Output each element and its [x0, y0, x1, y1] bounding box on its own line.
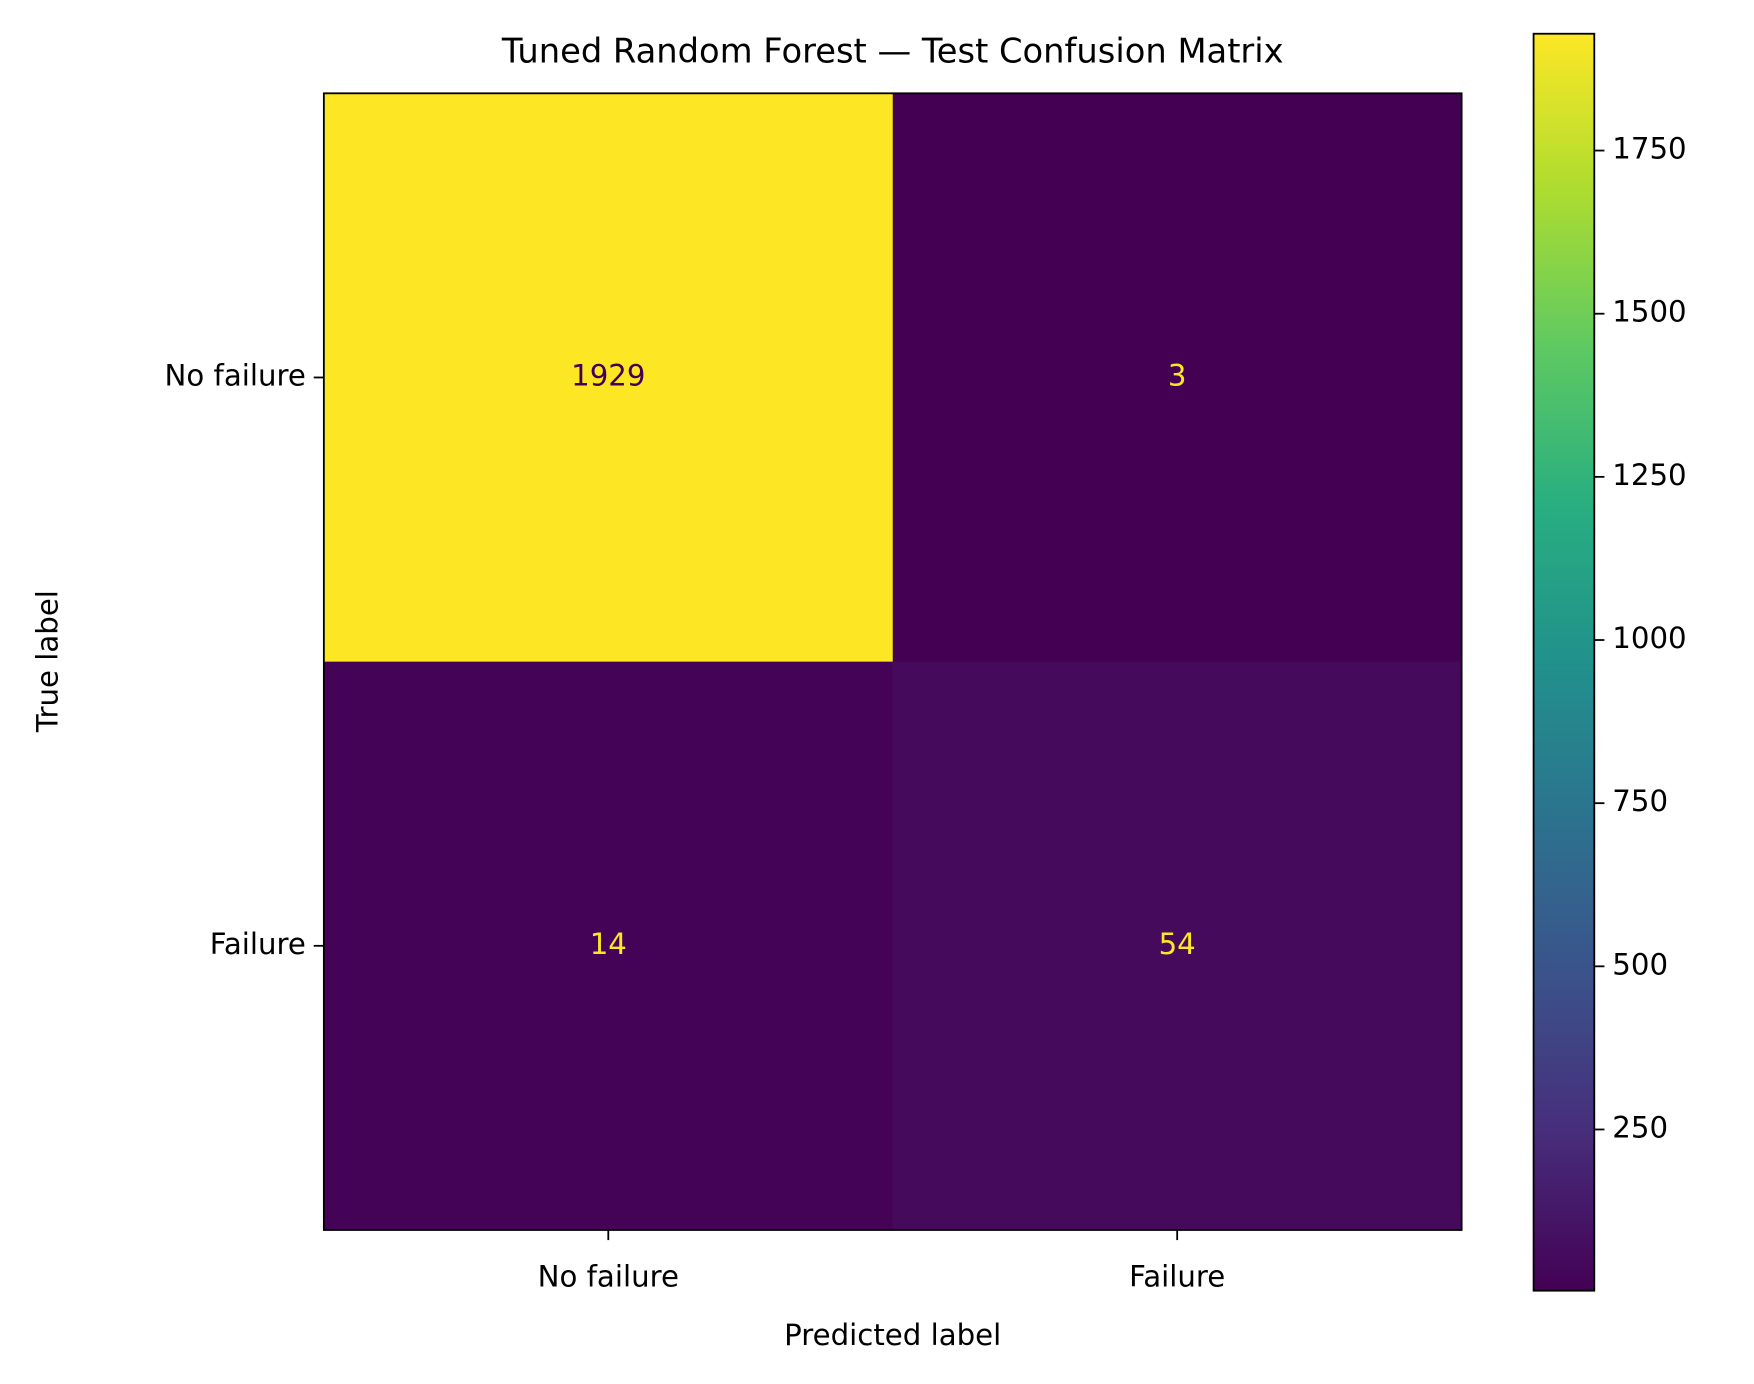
colorbar-tick-label: 1500: [1612, 295, 1686, 329]
x-tick-label: No failure: [538, 1259, 679, 1293]
cell-label: 1929: [571, 358, 645, 392]
chart-title: Tuned Random Forest — Test Confusion Mat…: [501, 31, 1284, 70]
colorbar-tick-label: 250: [1612, 1110, 1668, 1144]
colorbar-tick-label: 1000: [1612, 621, 1686, 655]
cell-label: 54: [1159, 927, 1196, 961]
colorbar-tick-label: 1250: [1612, 458, 1686, 492]
y-tick-label: No failure: [165, 358, 306, 392]
y-axis-label: True label: [31, 590, 65, 733]
x-axis-label: Predicted label: [784, 1318, 1001, 1352]
colorbar-tick-label: 1750: [1612, 132, 1686, 166]
colorbar: [1532, 32, 1596, 1292]
heatmap-cell: [323, 93, 894, 663]
plot-frame: [322, 92, 1463, 1231]
heatmap-cell: [892, 93, 1463, 663]
colorbar-tick-label: 500: [1612, 947, 1668, 981]
cell-label: 14: [590, 927, 627, 961]
x-tick-label: Failure: [1129, 1259, 1225, 1293]
heatmap-cell: [892, 661, 1463, 1231]
cell-label: 3: [1168, 358, 1187, 392]
y-tick-label: Failure: [210, 927, 306, 961]
colorbar-tick-label: 750: [1612, 784, 1668, 818]
heatmap-cell: [323, 661, 894, 1231]
